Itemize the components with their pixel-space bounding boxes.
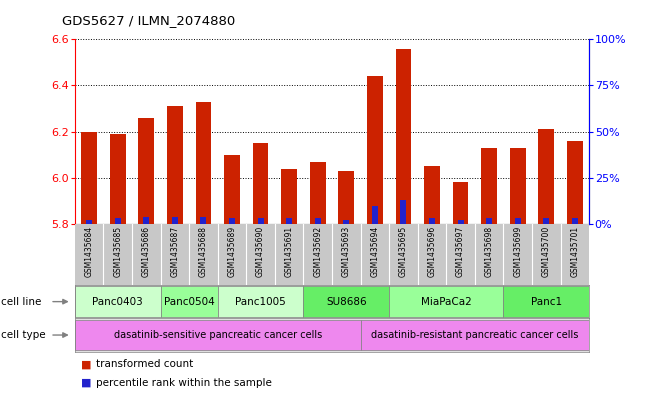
- Bar: [115, 219, 120, 224]
- Text: GSM1435693: GSM1435693: [342, 226, 351, 277]
- Text: GSM1435688: GSM1435688: [199, 226, 208, 277]
- Text: transformed count: transformed count: [96, 359, 193, 369]
- Bar: [217, 286, 303, 317]
- Bar: [400, 200, 406, 224]
- Bar: [538, 129, 554, 224]
- Bar: [424, 166, 440, 224]
- Text: dasatinib-resistant pancreatic cancer cells: dasatinib-resistant pancreatic cancer ce…: [371, 330, 579, 340]
- Bar: [201, 217, 206, 224]
- Bar: [367, 76, 383, 224]
- Text: Panc0504: Panc0504: [164, 297, 215, 307]
- Text: GSM1435686: GSM1435686: [142, 226, 151, 277]
- Bar: [458, 220, 464, 224]
- Bar: [361, 320, 589, 351]
- Bar: [229, 219, 235, 224]
- Bar: [343, 220, 350, 224]
- Text: GSM1435701: GSM1435701: [570, 226, 579, 277]
- Text: GSM1435692: GSM1435692: [313, 226, 322, 277]
- Bar: [452, 182, 469, 224]
- Bar: [281, 169, 297, 224]
- Text: GSM1435685: GSM1435685: [113, 226, 122, 277]
- Bar: [396, 48, 411, 224]
- Bar: [544, 219, 549, 224]
- Bar: [372, 206, 378, 224]
- Text: ■: ■: [81, 359, 92, 369]
- Text: GSM1435691: GSM1435691: [284, 226, 294, 277]
- Bar: [339, 171, 354, 224]
- Bar: [86, 220, 92, 224]
- Bar: [515, 219, 521, 224]
- Bar: [310, 162, 326, 224]
- Text: GSM1435696: GSM1435696: [428, 226, 437, 277]
- Bar: [253, 143, 268, 224]
- Bar: [567, 141, 583, 224]
- Bar: [486, 219, 492, 224]
- Text: GSM1435690: GSM1435690: [256, 226, 265, 277]
- Text: GSM1435698: GSM1435698: [484, 226, 493, 277]
- Text: percentile rank within the sample: percentile rank within the sample: [96, 378, 271, 388]
- Bar: [314, 219, 321, 224]
- Bar: [503, 286, 589, 317]
- Text: GSM1435684: GSM1435684: [85, 226, 94, 277]
- Text: cell type: cell type: [1, 330, 46, 340]
- Text: MiaPaCa2: MiaPaCa2: [421, 297, 472, 307]
- Bar: [258, 219, 264, 224]
- Bar: [139, 118, 154, 224]
- Text: cell line: cell line: [1, 297, 41, 307]
- Text: Panc1005: Panc1005: [235, 297, 286, 307]
- Bar: [429, 219, 435, 224]
- Text: GSM1435699: GSM1435699: [513, 226, 522, 277]
- Text: GSM1435687: GSM1435687: [171, 226, 180, 277]
- Text: GSM1435695: GSM1435695: [399, 226, 408, 277]
- Bar: [167, 106, 183, 224]
- Bar: [110, 134, 126, 224]
- Text: ■: ■: [81, 378, 92, 388]
- Bar: [143, 217, 149, 224]
- Bar: [195, 102, 212, 224]
- Text: dasatinib-sensitive pancreatic cancer cells: dasatinib-sensitive pancreatic cancer ce…: [113, 330, 322, 340]
- Bar: [286, 219, 292, 224]
- Text: GSM1435697: GSM1435697: [456, 226, 465, 277]
- Text: SU8686: SU8686: [326, 297, 367, 307]
- Text: GSM1435700: GSM1435700: [542, 226, 551, 277]
- Text: GSM1435694: GSM1435694: [370, 226, 380, 277]
- Text: GSM1435689: GSM1435689: [227, 226, 236, 277]
- Text: Panc0403: Panc0403: [92, 297, 143, 307]
- Bar: [75, 286, 161, 317]
- Bar: [510, 148, 525, 224]
- Bar: [161, 286, 217, 317]
- Bar: [389, 286, 503, 317]
- Bar: [75, 320, 361, 351]
- Bar: [81, 132, 97, 224]
- Bar: [481, 148, 497, 224]
- Bar: [303, 286, 389, 317]
- Bar: [572, 219, 578, 224]
- Text: GDS5627 / ILMN_2074880: GDS5627 / ILMN_2074880: [62, 15, 235, 28]
- Bar: [172, 217, 178, 224]
- Bar: [224, 155, 240, 224]
- Text: Panc1: Panc1: [531, 297, 562, 307]
